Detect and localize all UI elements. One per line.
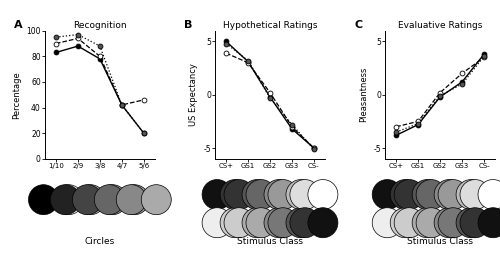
Text: Stimulus Class: Stimulus Class [237, 237, 303, 246]
Title: Hypothetical Ratings: Hypothetical Ratings [223, 21, 318, 30]
Y-axis label: Pleasantness: Pleasantness [359, 67, 368, 122]
Text: Stimulus Class: Stimulus Class [407, 237, 473, 246]
Title: Evaluative Ratings: Evaluative Ratings [398, 21, 482, 30]
Text: B: B [184, 20, 193, 30]
Text: A: A [14, 20, 23, 30]
Title: Recognition: Recognition [73, 21, 126, 30]
Text: C: C [354, 20, 362, 30]
Y-axis label: Percentage: Percentage [12, 71, 21, 119]
Y-axis label: US Expectancy: US Expectancy [189, 63, 198, 126]
Text: Circles: Circles [85, 237, 115, 246]
